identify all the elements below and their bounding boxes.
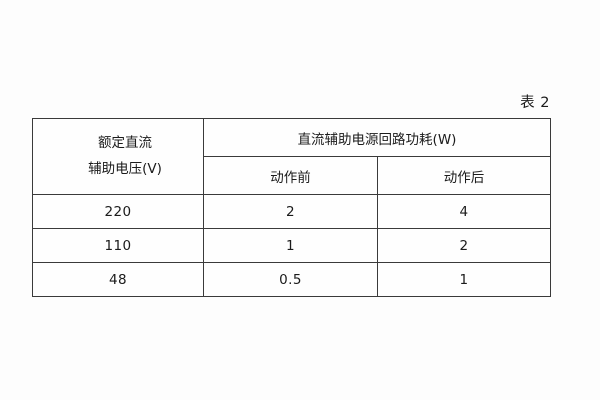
cell-before: 0.5 <box>203 262 378 297</box>
header-cell-before-operation: 动作前 <box>203 156 378 195</box>
header-label-line1: 额定直流 <box>98 134 152 151</box>
cell-after: 1 <box>376 262 552 297</box>
cell-before: 2 <box>203 194 378 229</box>
cell-after: 2 <box>376 228 552 263</box>
cell-voltage: 110 <box>32 228 204 263</box>
cell-voltage: 48 <box>32 262 204 297</box>
table-header-row-secondary: 动作前 动作后 <box>33 156 552 195</box>
header-cell-group-power-consumption: 直流辅助电源回路功耗(W) <box>202 118 552 157</box>
header-label-line2: 辅助电压(V) <box>88 160 162 177</box>
cell-after: 4 <box>376 194 552 229</box>
cell-voltage: 220 <box>32 194 204 229</box>
power-consumption-table: 额定直流 辅助电压(V) 直流辅助电源回路功耗(W) 动作前 动作后 220 2… <box>32 118 552 297</box>
table-caption: 表 2 <box>520 95 550 111</box>
header-cell-rated-dc-voltage: 额定直流 辅助电压(V) <box>32 118 204 195</box>
cell-before: 1 <box>203 228 378 263</box>
header-cell-after-operation: 动作后 <box>376 156 552 195</box>
table-row: 48 0.5 1 <box>32 262 552 297</box>
table-row: 110 1 2 <box>32 228 552 263</box>
table-header-row-primary: 额定直流 辅助电压(V) 直流辅助电源回路功耗(W) <box>32 118 552 195</box>
table-row: 220 2 4 <box>32 194 552 229</box>
